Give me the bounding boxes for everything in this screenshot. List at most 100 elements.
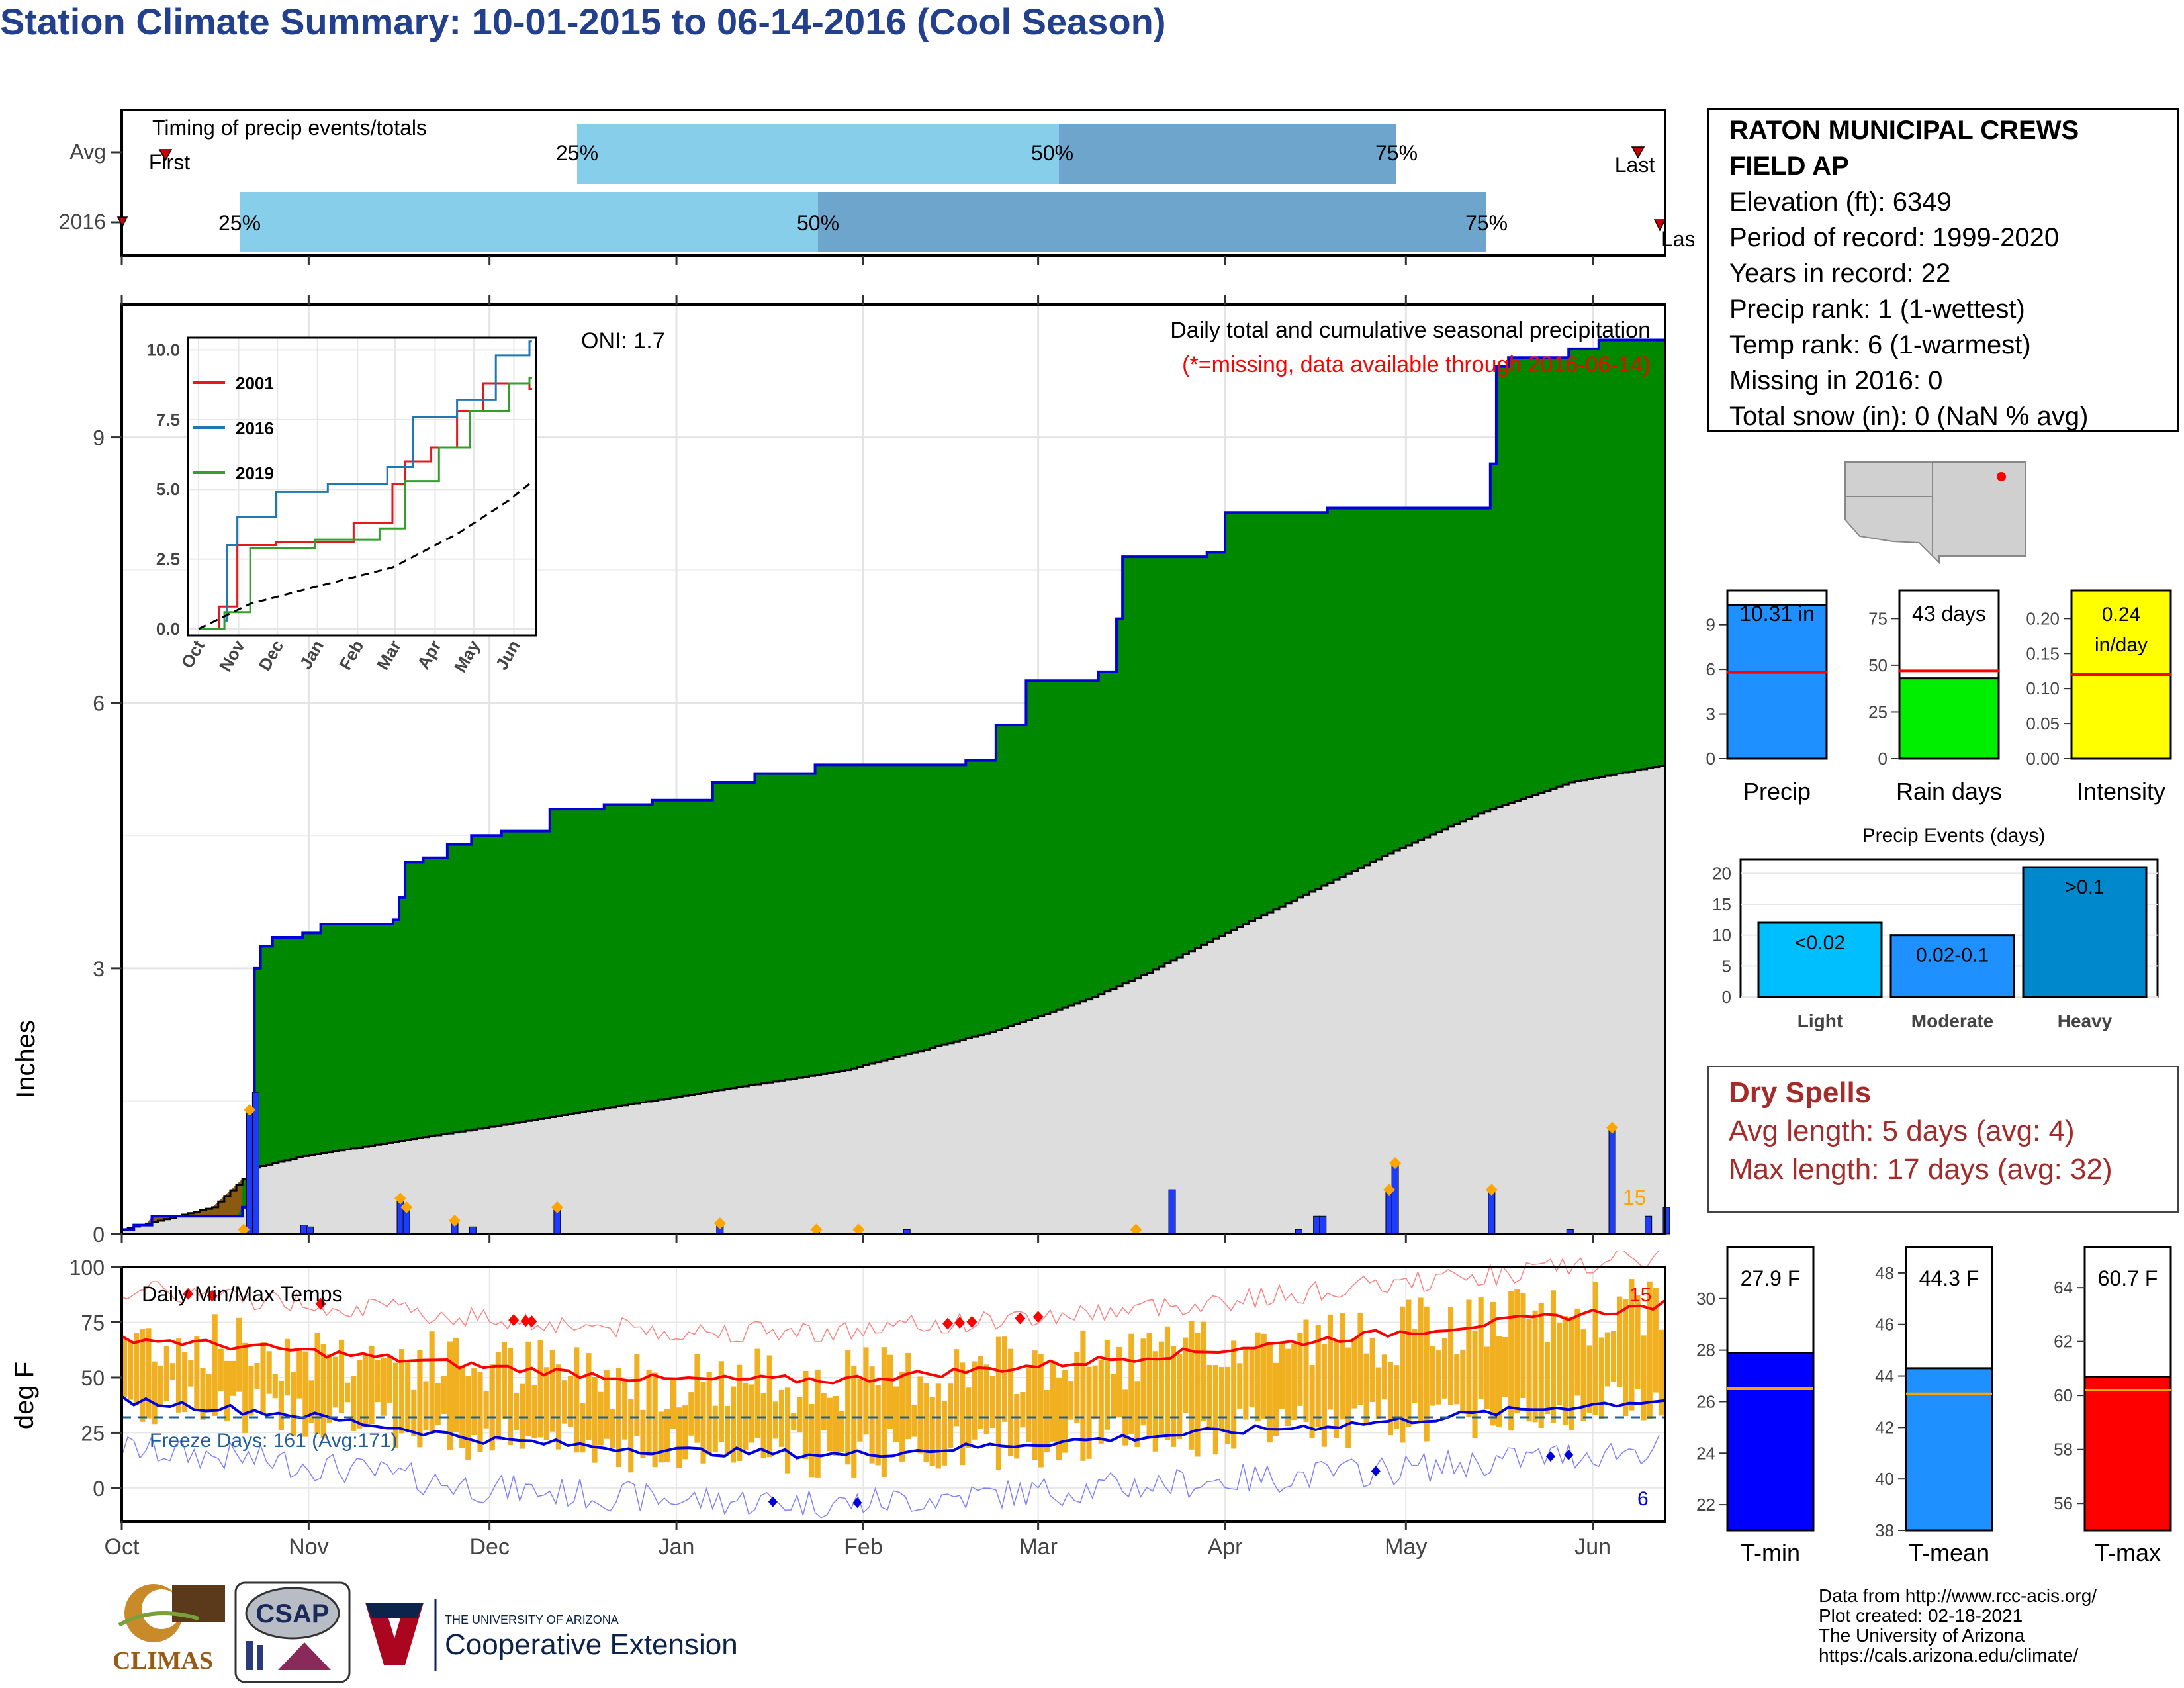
first-label-avg: First (149, 150, 190, 174)
record-max-marker (183, 1288, 194, 1300)
years-in-record: Years in record: 22 (1729, 259, 1951, 288)
temp-y-tick-label: 75 (81, 1311, 105, 1335)
daily-temp-bar (1164, 1326, 1171, 1440)
events-category-label: Heavy (2058, 1011, 2113, 1031)
daily-temp-bar (1357, 1313, 1363, 1405)
daily-temp-bar (941, 1401, 947, 1466)
temp-summary-category-label: T-max (2095, 1539, 2161, 1566)
temp-summary-value-label: 44.3 F (1919, 1266, 1979, 1290)
daily-temp-bar (531, 1385, 537, 1438)
precip-event-marker (244, 1103, 256, 1116)
daily-temp-bar (1104, 1340, 1110, 1430)
daily-temp-bar (1629, 1279, 1635, 1411)
precip-summary-bars: 0 3 6 9 10.31 in Precip 0 25 50 75 43 days Rain day… (1706, 589, 2172, 805)
daily-temp-bar (134, 1333, 140, 1405)
mini-value-label: 43 days (1912, 602, 1986, 626)
daily-temp-bar (893, 1386, 899, 1442)
daily-temp-bar (291, 1372, 296, 1437)
daily-temp-bar (152, 1361, 158, 1425)
daily-temp-bar (1569, 1317, 1574, 1430)
events-category-label: Moderate (1911, 1011, 1993, 1031)
q50-2016: 50% (797, 211, 839, 235)
daily-temp-bar (495, 1352, 501, 1441)
daily-temp-bar (387, 1355, 392, 1403)
daily-temp-bar (1152, 1351, 1158, 1452)
record-min-marker (1371, 1466, 1381, 1477)
daily-temp-bar (206, 1374, 212, 1411)
month-label: Oct (105, 1534, 140, 1560)
daily-temp-bar (514, 1393, 520, 1430)
daily-temp-bar (995, 1336, 1001, 1470)
daily-temp-bar (821, 1393, 827, 1430)
mini-y-tick-label: 25 (1868, 702, 1888, 722)
daily-temp-bar (296, 1348, 302, 1399)
mini-value-label: 0.24 (2102, 604, 2140, 626)
daily-temp-bar (1520, 1293, 1526, 1398)
temp-summary-category-label: T-min (1741, 1539, 1800, 1566)
dry-spells-title: Dry Spells (1729, 1076, 1872, 1109)
daily-temp-bar (881, 1347, 887, 1477)
daily-temp-bar (1014, 1394, 1020, 1459)
ua-big-text: Cooperative Extension (445, 1628, 738, 1661)
daily-temp-bar (525, 1341, 531, 1436)
daily-temp-bar (845, 1350, 851, 1465)
precip-event-marker (713, 1217, 726, 1229)
temp-summary-y-tick-label: 46 (1875, 1315, 1894, 1335)
first-marker-avg (158, 149, 173, 162)
daily-temp-bar (465, 1376, 471, 1460)
inset-line-avg (198, 483, 530, 630)
events-bar-label: <0.02 (1795, 932, 1845, 954)
record-min-count: 6 (1637, 1488, 1649, 1510)
daily-temp-bar (1611, 1331, 1617, 1382)
daily-temp-bar (1496, 1336, 1502, 1427)
daily-temp-bar (857, 1378, 863, 1442)
daily-temp-bar (989, 1376, 995, 1428)
daily-temp-bar (320, 1344, 326, 1438)
temp-y-tick-label: 100 (69, 1256, 105, 1280)
daily-temp-bar (1020, 1392, 1026, 1428)
daily-temp-bar (561, 1380, 568, 1424)
daily-temp-bar (441, 1376, 447, 1414)
temp-summary-y-tick-label: 24 (1696, 1443, 1715, 1463)
daily-temp-bar (972, 1361, 978, 1440)
precip-event-marker (400, 1201, 413, 1213)
station-name-line2: FIELD AP (1729, 152, 1849, 181)
daily-temp-bar (489, 1364, 495, 1451)
record-max-marker (966, 1315, 978, 1328)
events-bar-heavy (2022, 866, 2148, 998)
daily-temp-bar (543, 1367, 549, 1440)
precip-event-marker (1383, 1184, 1395, 1196)
temp-summary-y-tick-label: 26 (1696, 1391, 1715, 1411)
daily-temp-bar (1550, 1290, 1557, 1423)
daily-temp-bar (555, 1364, 561, 1450)
daily-precip-bar (1488, 1189, 1496, 1235)
daily-temp-bar (369, 1346, 375, 1425)
daily-temp-bar (248, 1366, 254, 1416)
daily-temp-bar (1502, 1336, 1508, 1397)
inset-y-tick-label: 10.0 (146, 340, 180, 359)
precip-event-marker (852, 1223, 865, 1236)
daily-temp-bar (1448, 1307, 1454, 1405)
daily-temp-bar (308, 1380, 314, 1423)
daily-precip-bar (1391, 1162, 1399, 1235)
month-label: Jun (1574, 1534, 1611, 1560)
daily-temp-bar (278, 1380, 284, 1430)
daily-temp-bar (580, 1403, 586, 1453)
daily-temp-bar (664, 1409, 670, 1463)
timing-bar-2016-q50-q75 (818, 192, 1486, 252)
daily-temp-bar (694, 1354, 700, 1443)
month-label: May (1385, 1534, 1427, 1560)
record-min-line (121, 1434, 1660, 1519)
temp-y-tick-label: 0 (93, 1477, 105, 1501)
temp-chart: 0 25 50 75 100 Daily Min/Max Temps Freeze Da… (10, 1251, 1666, 1560)
daily-temp-bar (797, 1397, 803, 1432)
station-location-marker (1997, 472, 2006, 481)
daily-temp-bar (586, 1353, 592, 1440)
daily-temp-bar (887, 1354, 893, 1429)
temp-summary-value-label: 60.7 F (2098, 1266, 2158, 1290)
temp-summary-bar-t-mean (1905, 1367, 1993, 1532)
daily-temp-bar (1598, 1337, 1604, 1420)
daily-temp-bar (1412, 1328, 1418, 1403)
daily-temp-bar (1183, 1337, 1189, 1413)
daily-temp-bar (1454, 1354, 1460, 1405)
